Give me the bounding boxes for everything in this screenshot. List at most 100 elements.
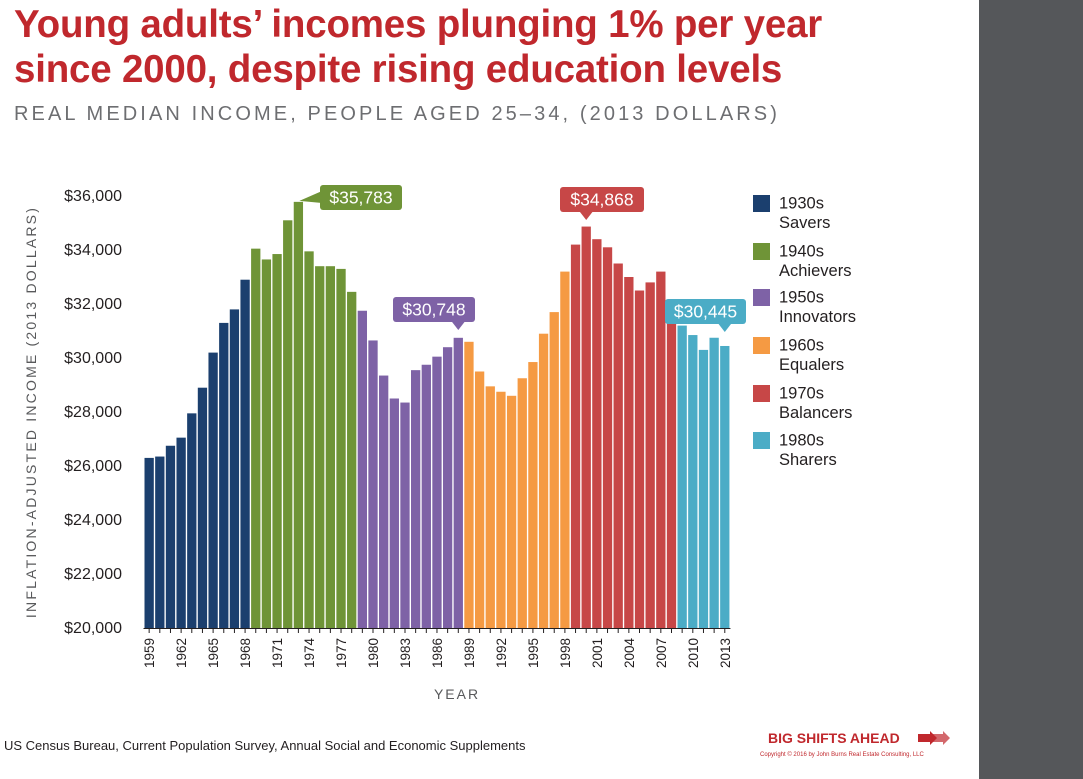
x-axis: 1959 1962 1965 1968 1971 1974 1977 1980 1983 1986… [142,628,733,702]
callout: $34,868 [560,187,644,220]
y-tick-label: $24,000 [64,512,122,529]
bar [656,271,666,628]
callout-pointer [717,323,732,332]
y-axis: $20,000 $22,000 $24,000 $26,000 $28,000 $30,0… [23,188,122,637]
x-tick-label: 1962 [174,638,189,668]
bar [283,220,293,629]
y-tick-label: $32,000 [64,296,122,313]
x-tick-label: 1989 [462,638,477,668]
slide: Young adults’ incomes plunging 1% per ye… [0,0,979,779]
y-tick-label: $30,000 [64,350,122,367]
bar [506,395,517,628]
bar [432,356,442,628]
x-tick-label: 2001 [590,638,605,668]
x-tick-label: 1986 [430,638,445,668]
bar [581,226,591,628]
legend-label-line-2: Equalers [779,356,844,374]
bar [624,277,634,628]
bar [155,456,165,628]
bar [293,201,304,628]
bar [538,333,549,628]
bar [176,437,186,628]
bar [602,247,613,629]
source-note: US Census Bureau, Current Population Sur… [4,738,526,753]
copyright-note: Copyright © 2016 by John Burns Real Esta… [760,752,924,758]
legend-label-line-2: Sharers [779,451,837,469]
bar [496,391,506,628]
bar [315,266,325,628]
callout-pointer [299,191,322,203]
data-label: $30,445 [674,302,737,322]
bar [219,322,229,628]
legend-label-line-1: 1950s [779,289,824,307]
callout-box [560,187,644,212]
callout-pointer [579,211,594,220]
bar [389,398,399,628]
bar [453,337,463,628]
callout-box [393,297,475,322]
bar [549,312,559,628]
bar [400,402,410,628]
chart-subtitle: REAL MEDIAN INCOME, PEOPLE AGED 25–34, (… [14,103,781,125]
callout-box [665,299,746,324]
bar [336,268,346,628]
x-axis-title: YEAR [434,686,480,702]
bar [421,364,431,628]
legend-swatch [753,289,770,306]
legend-label-line-1: 1980s [779,432,824,450]
bar [357,310,367,628]
bar [677,325,687,628]
callout-pointer [451,321,466,330]
bar [634,290,645,628]
x-tick-label: 1992 [494,638,509,668]
bar [698,349,709,628]
legend-swatch [753,385,770,402]
legend-swatch [753,432,770,449]
y-axis-title: INFLATION-ADJUSTED INCOME (2013 DOLLARS) [23,206,39,618]
y-tick-label: $34,000 [64,242,122,259]
bar [474,371,485,628]
x-tick-label: 1968 [238,638,253,668]
bar [613,263,623,628]
bar [517,378,527,628]
x-tick-label: 1998 [558,638,573,668]
title-line-1: Young adults’ incomes plunging 1% per ye… [14,3,823,46]
data-label: $35,783 [329,188,392,208]
chart-title: Young adults’ incomes plunging 1% per ye… [14,2,822,92]
annotations: $35,783 $30,748 $34,868 $30,445 [299,185,746,332]
x-tick-label: 1965 [206,638,221,668]
bar-chart: $20,000 $22,000 $24,000 $26,000 $28,000 $30,0… [23,185,856,702]
x-tick-label: 1959 [142,638,157,668]
x-tick-label: 2010 [686,638,701,668]
bar [261,259,272,628]
legend-label-line-1: 1940s [779,243,824,261]
bar [229,309,240,628]
y-tick-label: $22,000 [64,566,122,583]
legend-label-line-2: Savers [779,214,830,232]
bar [251,248,261,628]
x-tick-label: 1971 [270,638,285,668]
legend-label-line-1: 1970s [779,385,824,403]
bar [208,352,218,628]
bar [570,244,581,628]
legend-label-line-1: 1960s [779,337,824,355]
legend-swatch [753,337,770,354]
bar [325,266,336,628]
x-tick-label: 2007 [654,638,669,668]
callout: $30,748 [393,297,475,330]
x-tick-label: 1977 [334,638,349,668]
bar [709,337,719,628]
x-tick-label: 1980 [366,638,381,668]
y-tick-label: $36,000 [64,188,122,205]
x-tick-label: 2013 [718,638,733,668]
bar [347,291,357,628]
bar [666,314,677,628]
bar [442,347,453,628]
x-tick-label: 2004 [622,638,637,669]
double-arrow-icon [918,731,950,745]
bar [304,251,314,628]
